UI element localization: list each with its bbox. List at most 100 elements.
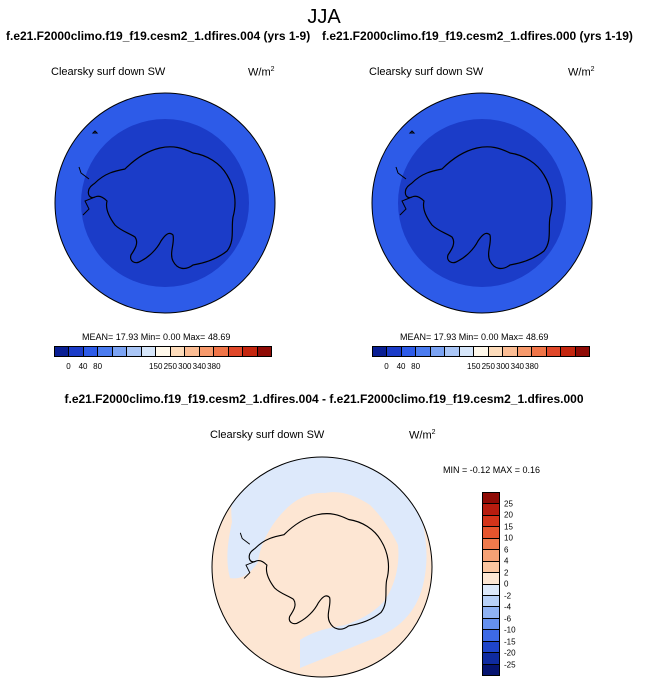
colorbar-diff-label: 4 (504, 556, 509, 566)
colorbar-left-tick-label: 380 (207, 362, 221, 371)
colorbar-left-tick-label: 250 (163, 362, 177, 371)
map-right (371, 92, 593, 314)
map-left (54, 92, 276, 314)
colorbar-diff-label: 6 (504, 545, 509, 554)
colorbar-right-swatch (416, 347, 431, 356)
colorbar-left-swatch (199, 347, 215, 356)
colorbar-left-tick-label: 80 (93, 362, 103, 371)
colorbar-left-ticks: 0 40 80 150 250 300 340 380 (54, 362, 272, 374)
colorbar-right-swatch (459, 347, 475, 356)
colorbar-diff-swatch (483, 653, 499, 665)
colorbar-diff-swatch (483, 538, 499, 551)
colorbar-right-swatch (401, 347, 417, 356)
colorbar-left-swatch (156, 347, 171, 356)
colorbar-diff-swatch (483, 493, 499, 505)
colorbar-right-swatch (373, 347, 388, 356)
map-diff-negative-region (227, 457, 427, 668)
difference-title: f.e21.F2000climo.f19_f19.cesm2_1.dfires.… (64, 392, 584, 406)
colorbar-diff (482, 492, 500, 676)
map-right-peninsula (395, 166, 413, 216)
colorbar-left-swatch (69, 347, 84, 356)
colorbar-left-swatch (98, 347, 113, 356)
colorbar-right-swatch (575, 347, 590, 356)
colorbar-right-tick-label: 80 (411, 362, 421, 371)
map-left-inner-disk (81, 119, 249, 287)
colorbar-right-swatch (387, 347, 402, 356)
colorbar-left-swatch (112, 347, 128, 356)
colorbar-right-tick-label: 150 (467, 362, 481, 371)
colorbar-diff-swatch (483, 595, 499, 608)
colorbar-diff-label: 25 (504, 499, 513, 508)
colorbar-diff-label: -10 (504, 625, 516, 635)
stats-diff: MIN = -0.12 MAX = 0.16 (443, 465, 541, 475)
map-diff-peninsula (239, 532, 256, 579)
stats-right: MEAN= 17.93 Min= 0.00 Max= 48.69 (400, 332, 549, 342)
variable-label-left: Clearsky surf down SW (51, 66, 166, 78)
colorbar-right-swatch (430, 347, 446, 356)
map-left-peninsula (78, 166, 96, 216)
colorbar-diff-labels: 25 20 15 10 6 4 2 0 -2 -4 -6 -10 -15 -20 -25 (504, 492, 534, 676)
colorbar-left (54, 346, 272, 357)
units-label-right: W/m2 (568, 66, 595, 79)
variable-label-right: Clearsky surf down SW (369, 66, 484, 78)
map-diff-border (211, 456, 433, 678)
colorbar-left-swatch (228, 347, 244, 356)
colorbar-diff-label: -6 (504, 614, 512, 623)
variable-label-diff: Clearsky surf down SW (210, 429, 325, 441)
colorbar-right-swatch (488, 347, 504, 356)
colorbar-left-swatch (83, 347, 99, 356)
colorbar-left-swatch (243, 347, 258, 356)
colorbar-right-swatch (532, 347, 547, 356)
colorbar-right-swatch (561, 347, 576, 356)
colorbar-right (372, 346, 590, 357)
colorbar-left-tick-label: 40 (78, 362, 88, 371)
map-diff-negative-patch (262, 489, 285, 500)
colorbar-diff-swatch (483, 573, 499, 585)
colorbar-left-swatch (185, 347, 200, 356)
colorbar-diff-swatch (483, 584, 499, 596)
colorbar-right-tick-label: 340 (510, 362, 525, 371)
colorbar-right-tick-label: 0 (384, 362, 389, 371)
colorbar-diff-label: 15 (504, 522, 513, 531)
colorbar-right-swatch (517, 347, 533, 356)
colorbar-left-swatch (170, 347, 186, 356)
colorbar-diff-swatch (483, 550, 499, 562)
colorbar-left-swatch (141, 347, 157, 356)
colorbar-diff-swatch (483, 515, 499, 528)
colorbar-left-tick-label: 0 (66, 362, 71, 371)
colorbar-diff-swatch (483, 630, 499, 642)
colorbar-diff-label: -25 (504, 660, 516, 669)
colorbar-diff-swatch (483, 527, 499, 539)
colorbar-left-tick-label: 340 (192, 362, 207, 371)
colorbar-diff-label: -2 (504, 591, 512, 600)
colorbar-left-swatch (214, 347, 229, 356)
colorbar-diff-swatch (483, 641, 499, 654)
panel-title-left: f.e21.F2000climo.f19_f19.cesm2_1.dfires.… (6, 29, 311, 43)
colorbar-left-swatch (55, 347, 70, 356)
colorbar-diff-swatch (483, 618, 499, 631)
stats-left: MEAN= 17.93 Min= 0.00 Max= 48.69 (82, 332, 231, 342)
colorbar-diff-label: -4 (504, 602, 512, 612)
colorbar-diff-label: -15 (504, 637, 516, 646)
map-diff-positive-patch (344, 554, 388, 573)
units-label-left: W/m2 (248, 66, 275, 79)
map-difference (211, 456, 433, 678)
colorbar-left-swatch (127, 347, 142, 356)
units-label-diff: W/m2 (409, 429, 436, 442)
map-right-island (408, 130, 416, 134)
colorbar-right-swatch (503, 347, 518, 356)
colorbar-diff-swatch (483, 561, 499, 574)
colorbar-right-swatch (546, 347, 562, 356)
map-left-island (91, 130, 99, 134)
colorbar-diff-label: 20 (504, 510, 513, 520)
colorbar-diff-label: -20 (504, 648, 516, 658)
colorbar-right-tick-label: 300 (496, 362, 510, 371)
colorbar-left-swatch (257, 347, 272, 356)
colorbar-diff-swatch (483, 664, 499, 675)
colorbar-diff-label: 10 (504, 533, 513, 543)
colorbar-left-tick-label: 150 (149, 362, 163, 371)
colorbar-right-swatch (445, 347, 460, 356)
colorbar-right-tick-label: 380 (525, 362, 539, 371)
colorbar-left-tick-label: 300 (178, 362, 192, 371)
